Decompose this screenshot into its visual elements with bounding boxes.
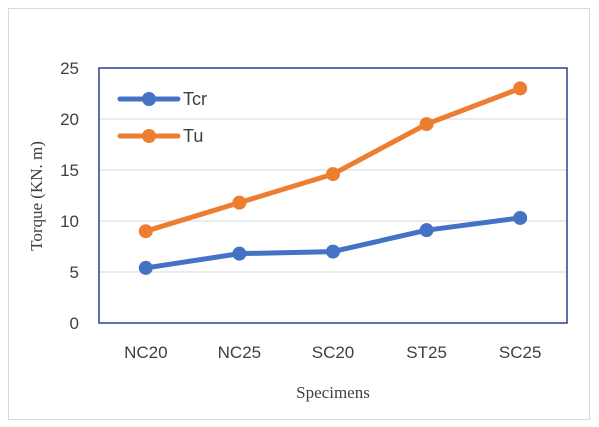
data-point: [513, 210, 528, 225]
data-point: [138, 260, 153, 275]
series-line: [143, 215, 523, 271]
legend-label: Tcr: [183, 89, 207, 109]
series-tcr: [138, 210, 528, 275]
legend-marker: [142, 129, 156, 143]
legend-item-tcr: Tcr: [117, 89, 207, 109]
data-point: [419, 223, 434, 238]
series-layer: [138, 81, 528, 275]
legend: Tcr Tu: [117, 89, 207, 146]
x-tick-label: NC25: [218, 343, 261, 362]
data-point: [232, 195, 247, 210]
legend-item-tu: Tu: [117, 126, 203, 146]
y-tick-label: 10: [60, 212, 79, 231]
y-tick-label: 15: [60, 161, 79, 180]
legend-marker: [142, 92, 156, 106]
y-axis-ticks: 0 5 10 15 20 25: [60, 59, 79, 333]
plot-area-border: [98, 67, 568, 324]
data-point: [326, 167, 340, 182]
series-line: [143, 85, 523, 234]
x-tick-label: SC25: [499, 343, 542, 362]
legend-label: Tu: [183, 126, 203, 146]
x-axis-title: Specimens: [296, 383, 370, 402]
data-point: [513, 81, 528, 96]
y-tick-label: 5: [70, 263, 79, 282]
x-tick-label: ST25: [406, 343, 447, 362]
y-tick-label: 20: [60, 110, 79, 129]
data-point: [232, 246, 247, 261]
y-tick-label: 25: [60, 59, 79, 78]
x-axis-ticks: NC20 NC25 SC20 ST25 SC25: [124, 343, 541, 362]
series-tu: [138, 81, 528, 239]
x-tick-label: NC20: [124, 343, 167, 362]
data-point: [326, 244, 340, 259]
data-point: [138, 224, 153, 239]
y-tick-label: 0: [70, 314, 79, 333]
chart-frame: [8, 8, 590, 420]
y-axis-title: Torque (KN. m): [27, 141, 46, 251]
x-tick-label: SC20: [312, 343, 355, 362]
data-point: [419, 117, 434, 132]
